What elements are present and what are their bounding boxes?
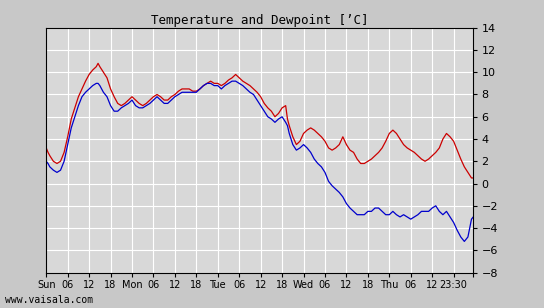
Text: www.vaisala.com: www.vaisala.com <box>5 295 94 305</box>
Title: Temperature and Dewpoint [’C]: Temperature and Dewpoint [’C] <box>151 14 368 26</box>
